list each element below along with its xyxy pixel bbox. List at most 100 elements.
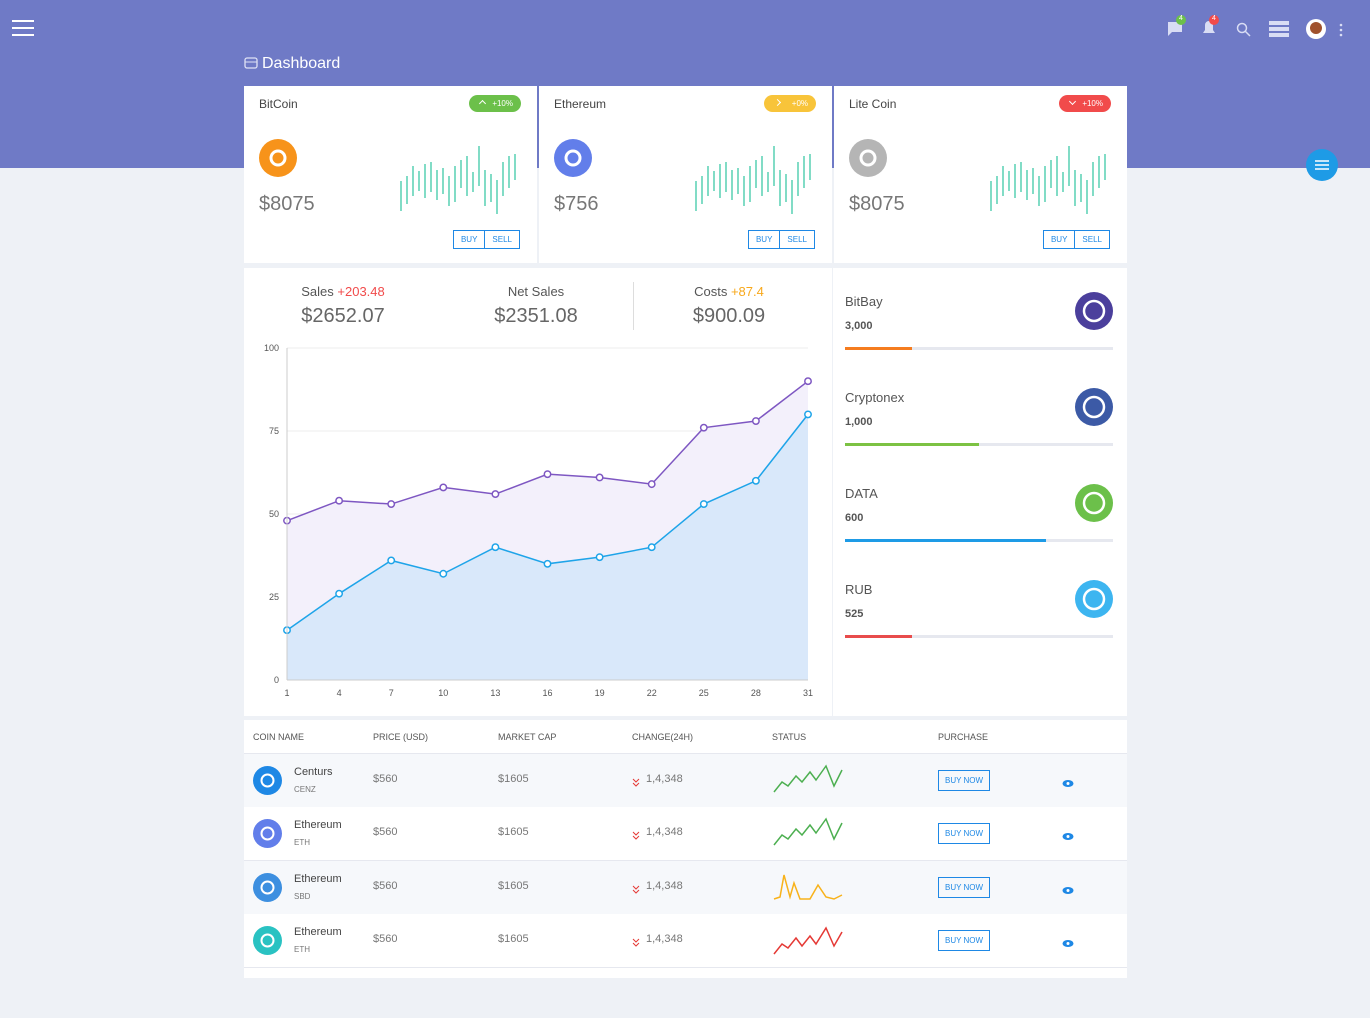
sparkline: [399, 136, 519, 221]
messages-button[interactable]: [1166, 14, 1192, 40]
progress-track: [845, 347, 1113, 350]
sell-button[interactable]: SELL: [1074, 231, 1109, 248]
buy-button[interactable]: BUY: [755, 235, 773, 244]
search-button[interactable]: [1236, 22, 1252, 38]
coin-price: $8075: [259, 193, 315, 215]
market-cap: $1605: [498, 826, 529, 839]
coin-price: $756: [554, 193, 599, 215]
exchange-glyph: [1082, 299, 1106, 323]
y-tick-label: 50: [269, 509, 279, 519]
fab-button[interactable]: [1305, 148, 1339, 182]
status-graphic: [773, 817, 843, 846]
area: [287, 414, 808, 680]
view-button[interactable]: [1062, 775, 1074, 793]
sell-button[interactable]: SELL: [484, 231, 519, 248]
menu-button[interactable]: [12, 20, 34, 36]
stat: Net Sales $2351.08: [441, 284, 631, 328]
column-header: MARKET CAP: [498, 732, 557, 742]
stat: Sales +203.48 $2652.07: [248, 284, 438, 328]
sparkline: [694, 136, 814, 221]
servers-button[interactable]: [1269, 21, 1289, 37]
coin-name: Ethereum: [554, 97, 607, 111]
exchange-glyph: [1082, 587, 1106, 611]
coin-name: Ethereum: [294, 925, 342, 938]
sparkline-graphic: [989, 136, 1109, 216]
table-row: Ethereum SBD $560 $1605 1,4,348 BUY NOW: [244, 860, 1127, 915]
y-tick-label: 0: [274, 675, 279, 685]
chart: 0 25 50 75 100 1 4 7 10 13 16 19 22 25 28 31: [264, 343, 813, 698]
buy-now-button[interactable]: BUY NOW: [938, 876, 991, 898]
coin-glyph: [269, 149, 287, 167]
point: [751, 417, 760, 425]
exchange-name: BitBay: [845, 294, 883, 309]
point: [804, 410, 812, 419]
buy-now-button[interactable]: BUY NOW: [938, 770, 991, 791]
column-header: CHANGE(24H): [632, 732, 694, 742]
coin-icon: [253, 819, 282, 849]
coin-name: BitCoin: [259, 97, 298, 111]
exchange: DATA 600: [845, 460, 1115, 556]
price: $560: [373, 932, 398, 945]
exchange-icon: [1075, 388, 1113, 426]
coin-glyph: [260, 880, 275, 895]
x-tick-label: 19: [595, 688, 605, 698]
buy-button[interactable]: BUY: [1050, 235, 1068, 244]
coin-name: Centurs: [294, 766, 333, 778]
table-row: Centurs CENZ $560 $1605 1,4,348 BUY NOW: [244, 754, 1127, 808]
eye-icon: [1062, 886, 1074, 894]
user-avatar[interactable]: [1305, 18, 1327, 40]
view-button[interactable]: [1062, 935, 1074, 953]
exchange-glyph: [1082, 395, 1106, 419]
table-row: Ethereum ETH $560 $1605 1,4,348 BUY NOW: [244, 807, 1127, 862]
more-button[interactable]: [1339, 23, 1343, 37]
coin-icon: [253, 872, 282, 902]
point: [491, 490, 500, 499]
coin-glyph: [260, 933, 275, 948]
point: [335, 496, 344, 505]
header-rule: [244, 753, 1127, 754]
stat-label: Costs: [694, 284, 728, 299]
buy-button[interactable]: BUY: [460, 235, 478, 244]
stat-delta: +87.4: [730, 284, 764, 299]
point: [751, 476, 760, 485]
coin-glyph: [260, 826, 275, 841]
stat-value: $2652.07: [301, 305, 385, 327]
buy-now-button[interactable]: BUY NOW: [938, 823, 991, 845]
price: $560: [373, 826, 398, 839]
x-tick-label: 31: [803, 688, 813, 698]
price: $560: [373, 879, 398, 892]
notifications-button[interactable]: [1200, 14, 1226, 40]
down-arrow: [632, 831, 640, 841]
coin-glyph: [564, 149, 582, 167]
sparkline: [989, 136, 1109, 221]
coin-card: Ethereum +0% $756 BUY SELL: [539, 86, 832, 263]
stat-label-row: Net Sales: [441, 284, 631, 299]
coin-name: Ethereum: [294, 872, 342, 885]
point: [804, 377, 812, 386]
view-button[interactable]: [1062, 882, 1074, 900]
eye-icon: [1062, 833, 1074, 841]
coin-table: COIN NAME PRICE (USD) MARKET CAP CHANGE(24H…: [244, 720, 1127, 978]
progress-track: [845, 635, 1113, 638]
point: [647, 480, 656, 489]
column-header: PRICE (USD): [373, 732, 429, 742]
coin-price: $8075: [849, 193, 905, 215]
x-tick-label: 28: [751, 688, 761, 698]
coin-glyph: [859, 149, 877, 167]
point: [595, 473, 604, 482]
buy-now-button[interactable]: BUY NOW: [938, 929, 991, 951]
change: 1,4,348: [646, 773, 683, 785]
table-row: Ethereum ETH $560 $1605 1,4,348 BUY NOW: [244, 913, 1127, 968]
coin-name: Lite Coin: [849, 97, 897, 111]
column-header: PURCHASE: [938, 732, 989, 742]
market-cap: $1605: [498, 773, 529, 785]
sell-button[interactable]: SELL: [779, 231, 814, 248]
x-tick-label: 4: [337, 688, 342, 698]
exchange: RUB 525: [845, 556, 1115, 652]
y-tick-label: 25: [269, 592, 279, 602]
exchange-amount: 600: [845, 512, 864, 524]
down-arrow: [632, 938, 640, 947]
exchange-amount: 3,000: [845, 320, 873, 332]
trade-buttons: BUY SELL: [452, 230, 520, 249]
view-button[interactable]: [1062, 828, 1074, 846]
